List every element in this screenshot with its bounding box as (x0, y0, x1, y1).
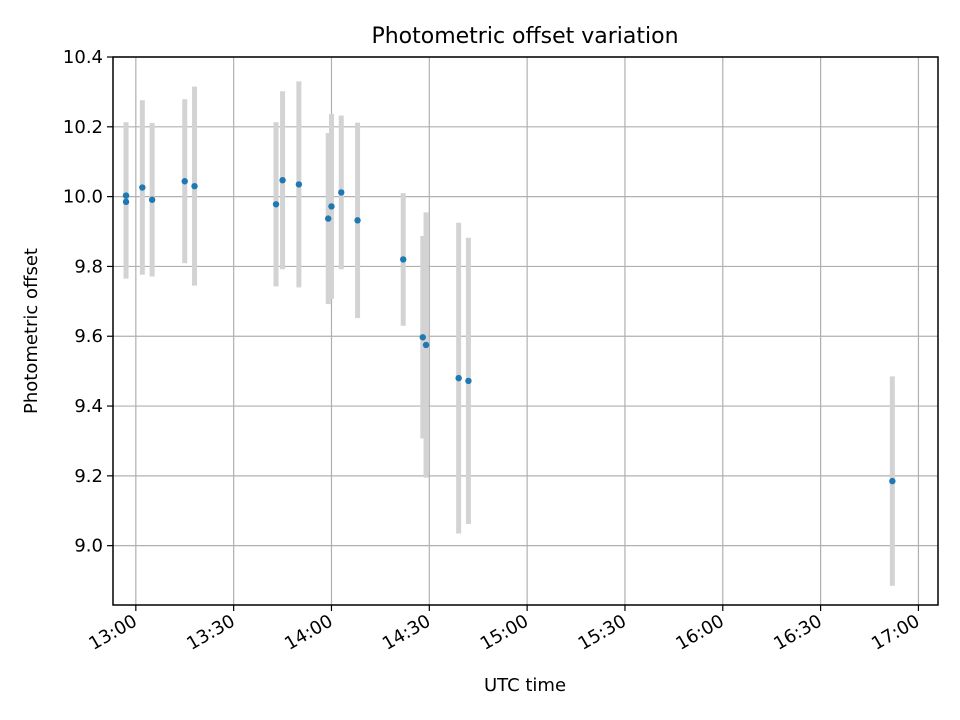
data-point (122, 198, 130, 206)
x-ticks: 13:00 13:30 14:00 14:30 15:00 15:30 16:00 16:30… (85, 605, 923, 655)
error-bars (123, 81, 895, 586)
data-point (400, 256, 407, 263)
y-tick-label: 10.4 (63, 47, 103, 68)
data-point (295, 181, 303, 188)
x-tick-label: 14:00 (281, 611, 336, 655)
data-point (181, 178, 188, 185)
y-tick-label: 10.0 (63, 187, 103, 208)
data-point (272, 201, 280, 208)
y-axis-label: Photometric offset (21, 248, 42, 414)
plot-frame (112, 56, 939, 606)
data-point (422, 341, 430, 349)
y-tick-label: 10.2 (63, 117, 103, 138)
data-point (328, 203, 335, 210)
data-point (279, 177, 286, 184)
data-point (338, 189, 345, 196)
data-points (122, 177, 896, 485)
grid (113, 56, 938, 605)
x-tick-label: 16:30 (770, 611, 825, 655)
x-tick-label: 15:30 (575, 611, 630, 655)
data-point (455, 374, 462, 382)
data-point (148, 196, 156, 203)
x-tick-label: 13:00 (85, 611, 140, 655)
data-point (325, 215, 332, 222)
x-tick-label: 15:00 (477, 611, 532, 655)
data-point (419, 334, 426, 341)
chart-title: Photometric offset variation (371, 24, 678, 49)
data-point (354, 217, 361, 224)
y-tick-label: 9.4 (74, 396, 103, 417)
x-axis-label: UTC time (484, 675, 566, 696)
data-point (139, 184, 146, 191)
x-tick-label: 16:00 (672, 611, 727, 655)
y-tick-label: 9.6 (74, 326, 103, 347)
data-point (465, 377, 472, 385)
x-tick-label: 17:00 (868, 611, 923, 655)
y-tick-label: 9.0 (74, 536, 103, 557)
y-tick-label: 9.8 (74, 256, 103, 277)
data-point (191, 182, 198, 190)
y-ticks: 9.0 9.2 9.4 9.6 9.8 10.0 10.2 10.4 (63, 47, 113, 557)
data-point (889, 477, 896, 485)
data-point (122, 192, 130, 199)
x-tick-label: 14:30 (379, 611, 434, 655)
x-tick-label: 13:30 (183, 611, 238, 655)
y-tick-label: 9.2 (74, 466, 103, 487)
